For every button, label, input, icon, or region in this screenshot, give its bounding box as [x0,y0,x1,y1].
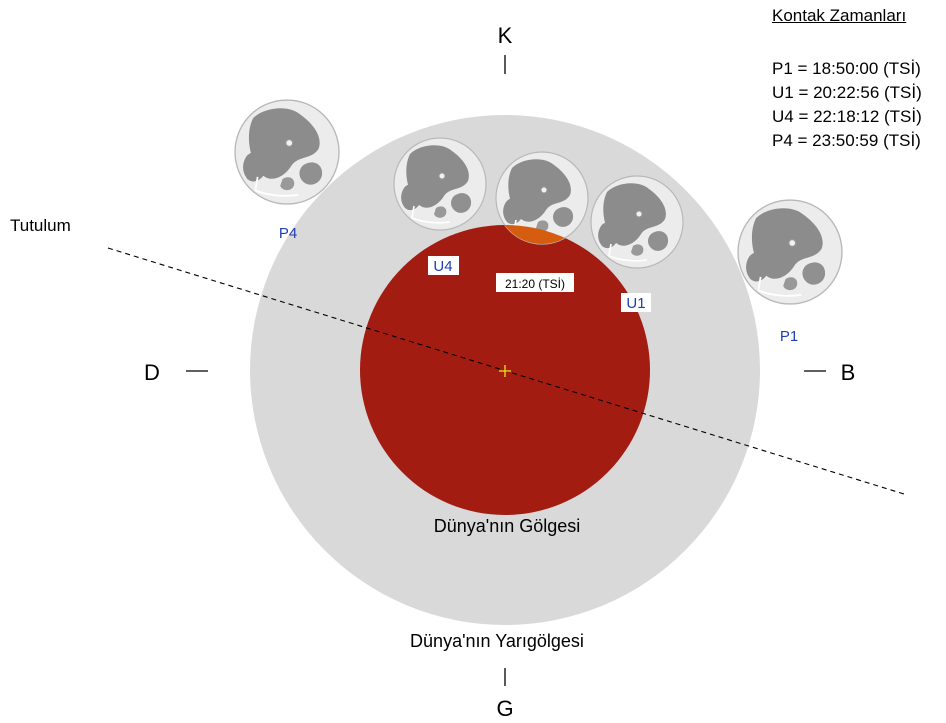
ecliptic-label: Tutulum [10,216,71,235]
moon-u4 [393,137,487,231]
mid-eclipse-label: 21:20 (TSİ) [505,277,565,291]
contact-row-p1: P1 = 18:50:00 (TSİ) [772,59,921,78]
u4-label-box [428,256,459,275]
u1-label-box [621,293,651,312]
north-label: K [498,23,513,48]
contact-times-panel: Kontak Zamanları P1 = 18:50:00 (TSİ) U1 … [772,6,944,184]
contact-row-u4: U4 = 22:18:12 (TSİ) [772,107,922,126]
east-label: B [841,360,856,385]
contact-row-p4: P4 = 23:50:59 (TSİ) [772,131,921,150]
shadow-center-cross [499,365,511,377]
p4-label: P4 [279,225,297,242]
west-label: D [144,360,160,385]
mid-eclipse-label-box [496,273,574,292]
moon-p4 [234,99,340,205]
contact-row-u1: U1 = 20:22:56 (TSİ) [772,83,922,102]
u4-label: U4 [433,258,452,275]
u1-label: U1 [626,295,645,312]
p1-label: P1 [780,328,798,345]
south-label: G [496,696,513,721]
moon-p1 [737,199,843,305]
penumbra-label: Dünya'nın Yarıgölgesi [410,631,584,651]
contact-times-title: Kontak Zamanları [772,6,907,25]
moon-u1 [590,175,684,269]
shadow-label: Dünya'nın Gölgesi [434,516,581,536]
